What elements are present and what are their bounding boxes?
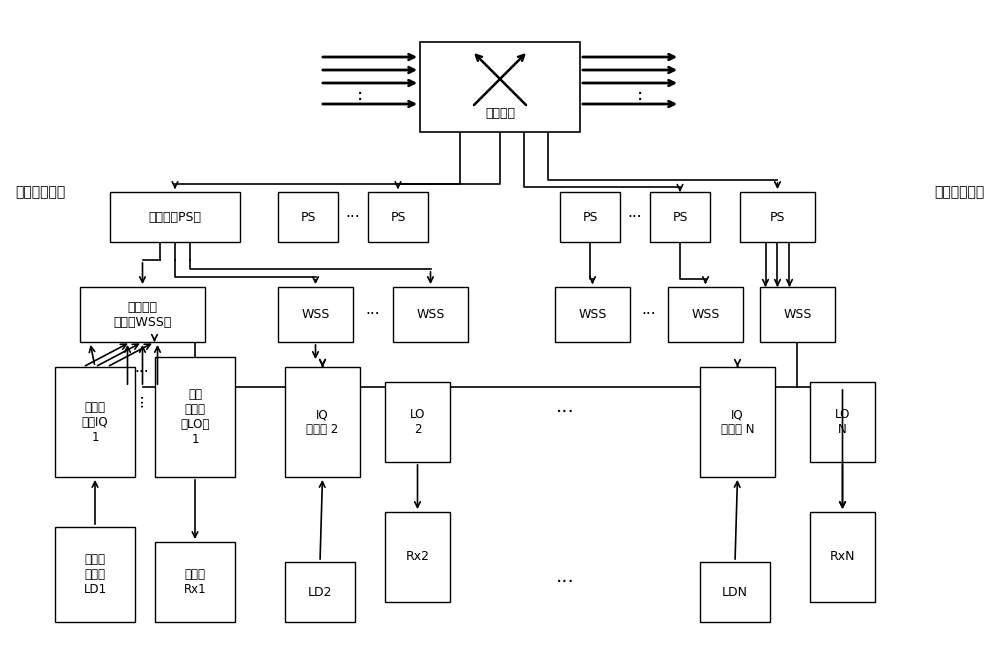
Bar	[55, 527, 135, 622]
Text: ···: ···	[642, 307, 656, 322]
Bar	[55, 367, 135, 477]
Bar	[368, 192, 428, 242]
Text: 半导体
激光器
LD1: 半导体 激光器 LD1	[83, 553, 107, 596]
Text: IQ
调制器 N: IQ 调制器 N	[721, 408, 754, 436]
Text: WSS: WSS	[301, 308, 330, 321]
Bar	[385, 512, 450, 602]
Text: LD2: LD2	[308, 585, 332, 598]
Text: ·: ·	[357, 85, 363, 103]
Bar	[80, 287, 205, 342]
Text: 发送器
Rx1: 发送器 Rx1	[184, 568, 206, 596]
Text: PS: PS	[770, 211, 785, 224]
Text: 功分器（PS）: 功分器（PS）	[149, 211, 202, 224]
Text: Rx2: Rx2	[406, 551, 430, 563]
Text: 波长选择
开关（WSS）: 波长选择 开关（WSS）	[113, 301, 172, 328]
Bar	[810, 512, 875, 602]
Text: ···: ···	[346, 209, 360, 224]
Bar	[700, 562, 770, 622]
Bar	[278, 192, 338, 242]
Bar	[285, 367, 360, 477]
Text: ···: ···	[556, 402, 574, 422]
Text: PS: PS	[582, 211, 598, 224]
Text: 调制器
解调IQ
1: 调制器 解调IQ 1	[82, 401, 108, 444]
Bar	[285, 562, 355, 622]
Text: ·: ·	[637, 91, 643, 109]
Bar	[110, 192, 240, 242]
Bar	[385, 382, 450, 462]
Text: ···: ···	[135, 365, 149, 379]
Bar	[555, 287, 630, 342]
Bar	[668, 287, 743, 342]
Text: IQ
调制器 2: IQ 调制器 2	[306, 408, 339, 436]
Bar	[155, 542, 235, 622]
Text: PS: PS	[672, 211, 688, 224]
Text: 交换节点: 交换节点	[485, 107, 515, 120]
Text: PS: PS	[300, 211, 316, 224]
Text: LDN: LDN	[722, 585, 748, 598]
Bar	[155, 357, 235, 477]
Text: WSS: WSS	[691, 308, 720, 321]
Text: ···: ···	[628, 209, 642, 224]
Bar	[393, 287, 468, 342]
Bar	[740, 192, 815, 242]
Text: ···: ···	[366, 307, 380, 322]
Text: 上路发送终端: 上路发送终端	[15, 185, 65, 199]
Bar	[700, 367, 775, 477]
Bar	[278, 287, 353, 342]
Bar	[760, 287, 835, 342]
Bar	[650, 192, 710, 242]
Bar	[810, 382, 875, 462]
Text: LO
N: LO N	[835, 408, 850, 436]
Text: PS: PS	[390, 211, 406, 224]
Text: LO
2: LO 2	[410, 408, 425, 436]
Text: 本地
振荡器
（LO）
1: 本地 振荡器 （LO） 1	[180, 388, 210, 446]
Text: WSS: WSS	[783, 308, 812, 321]
Text: ···: ···	[556, 573, 574, 592]
Text: ···: ···	[135, 392, 150, 406]
Text: 下路接收终端: 下路接收终端	[935, 185, 985, 199]
Bar	[560, 192, 620, 242]
Text: WSS: WSS	[578, 308, 607, 321]
Text: RxN: RxN	[830, 551, 855, 563]
Bar	[420, 42, 580, 132]
Text: ·: ·	[357, 91, 363, 109]
Text: WSS: WSS	[416, 308, 445, 321]
Text: ·: ·	[637, 85, 643, 103]
